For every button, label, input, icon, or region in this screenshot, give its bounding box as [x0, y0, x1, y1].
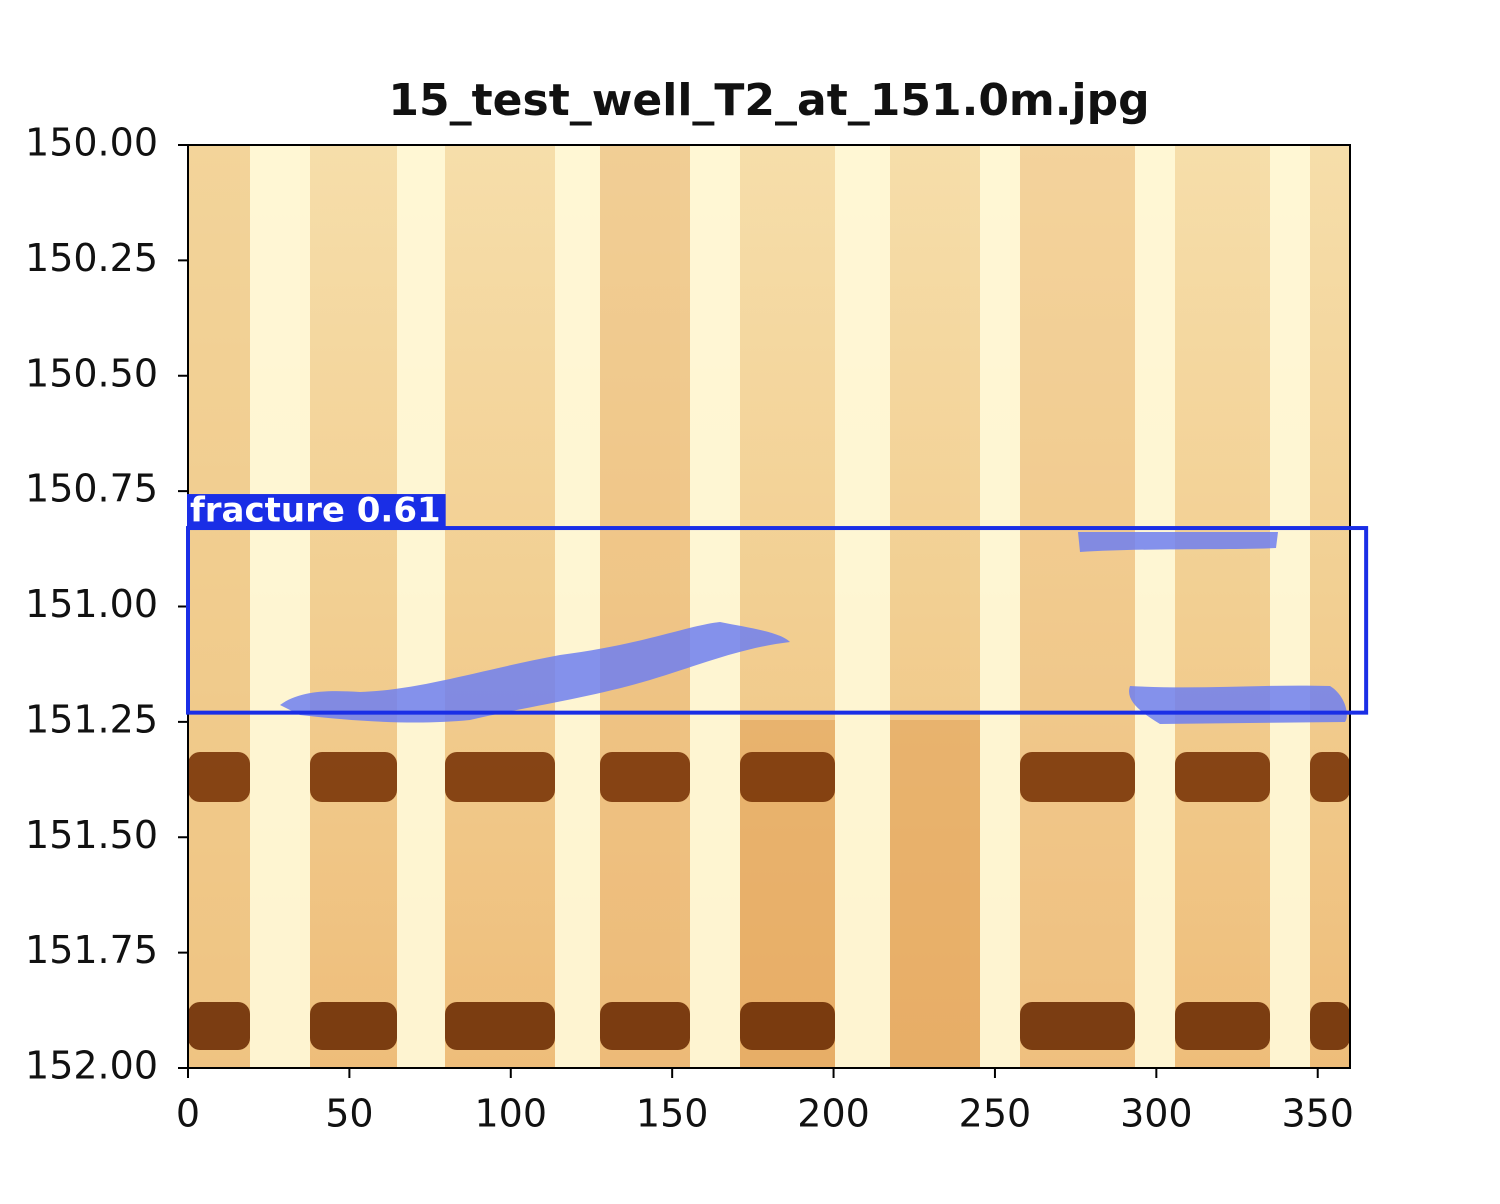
detection-box	[186, 526, 1369, 715]
fracture-mask	[1129, 685, 1347, 724]
y-tick-label: 152.00	[25, 1044, 158, 1088]
x-tick-label: 300	[1120, 1092, 1193, 1136]
y-tick-label: 150.75	[25, 467, 158, 511]
dark-band	[600, 1002, 690, 1050]
texture	[890, 720, 980, 1068]
detection-label-bg	[187, 494, 446, 529]
texture	[600, 145, 690, 1068]
dark-band	[188, 752, 250, 802]
dark-band	[740, 1002, 835, 1050]
dark-band	[1020, 752, 1135, 802]
pale-stripe	[250, 145, 310, 1068]
dark-band	[310, 1002, 397, 1050]
dark-band	[600, 752, 690, 802]
x-tick-label: 150	[636, 1092, 709, 1136]
x-tick-label: 50	[325, 1092, 373, 1136]
pale-stripe	[690, 145, 740, 1068]
dark-band	[445, 1002, 555, 1050]
dark-band	[1175, 752, 1270, 802]
x-tick-label: 100	[475, 1092, 548, 1136]
fracture-mask	[280, 622, 790, 723]
y-tick-label: 151.25	[25, 697, 158, 741]
x-tick-label: 350	[1281, 1092, 1354, 1136]
dark-band	[1175, 1002, 1270, 1050]
y-tick-label: 150.25	[25, 236, 158, 280]
y-tick-label: 150.00	[25, 121, 158, 165]
pale-stripe	[555, 145, 600, 1068]
x-tick-label: 200	[797, 1092, 870, 1136]
dark-band	[1310, 752, 1350, 802]
pale-stripe	[1135, 145, 1175, 1068]
dark-band	[188, 1002, 250, 1050]
dark-band	[1020, 1002, 1135, 1050]
fracture-mask	[1078, 532, 1278, 552]
pale-stripe	[1270, 145, 1310, 1068]
y-tick-label: 151.75	[25, 928, 158, 972]
x-tick-label: 0	[176, 1092, 200, 1136]
pale-stripe	[980, 145, 1020, 1068]
dark-band	[740, 752, 835, 802]
pale-stripe	[397, 145, 445, 1068]
texture	[1020, 145, 1135, 1068]
dark-band	[310, 752, 397, 802]
detection-label: fracture 0.61	[190, 491, 441, 531]
dark-band	[445, 752, 555, 802]
pale-stripe	[835, 145, 890, 1068]
texture	[188, 145, 250, 1068]
chart-title: 15_test_well_T2_at_151.0m.jpg	[388, 75, 1149, 126]
y-tick-label: 150.50	[25, 351, 158, 395]
y-tick-label: 151.50	[25, 813, 158, 857]
x-tick-label: 250	[959, 1092, 1032, 1136]
y-tick-label: 151.00	[25, 582, 158, 626]
dark-band	[1310, 1002, 1350, 1050]
